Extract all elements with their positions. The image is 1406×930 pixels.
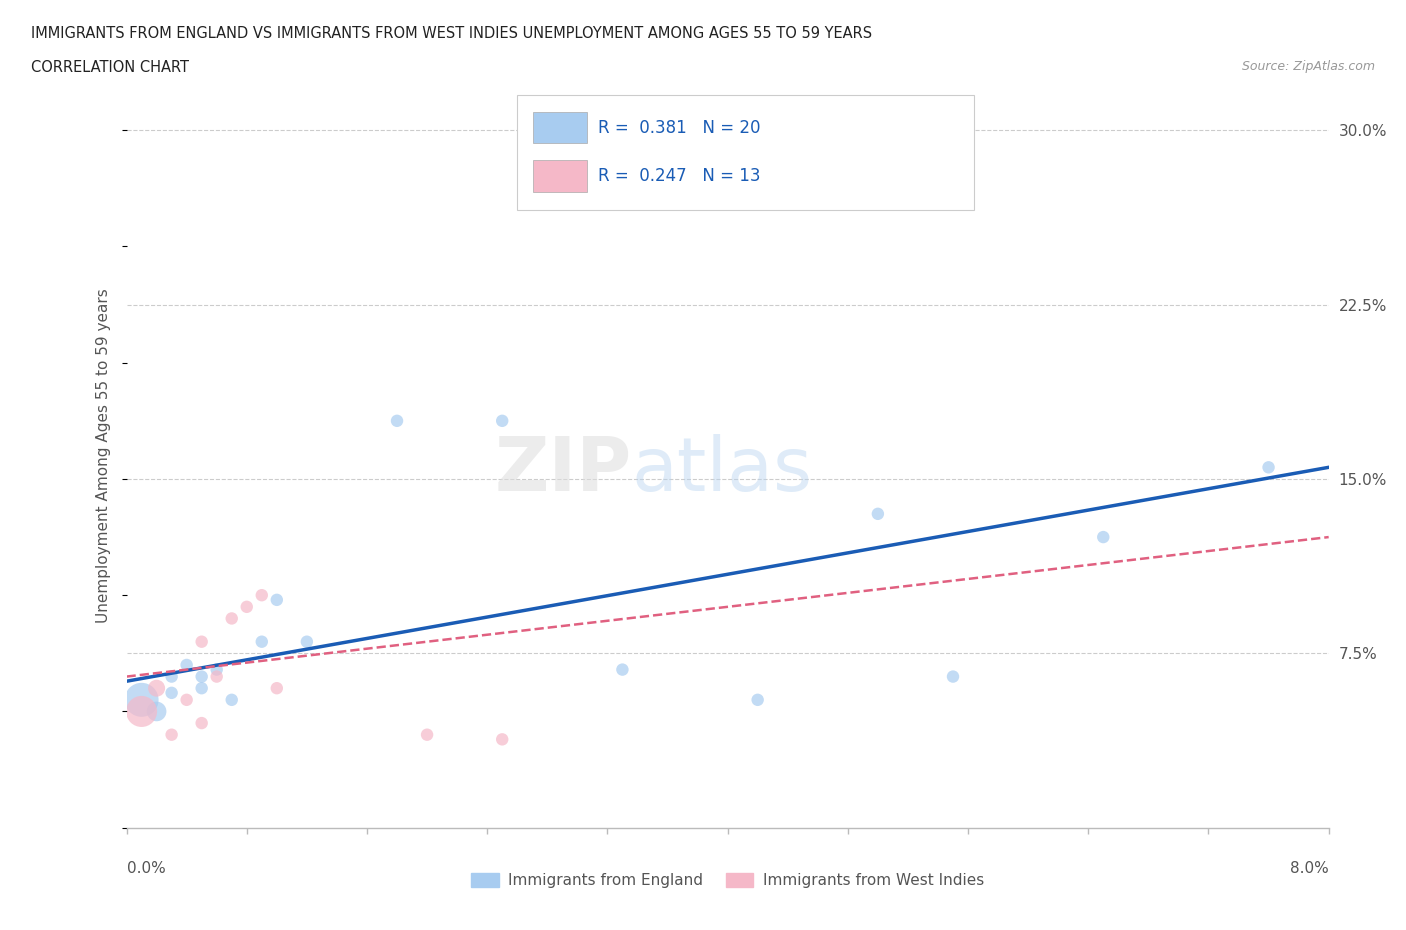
Text: R =  0.247   N = 13: R = 0.247 N = 13 <box>598 167 761 185</box>
Point <box>295 634 318 649</box>
Point <box>176 658 198 672</box>
FancyBboxPatch shape <box>517 95 974 210</box>
Point <box>866 506 889 521</box>
Point <box>190 681 212 696</box>
Point <box>416 727 439 742</box>
Y-axis label: Unemployment Among Ages 55 to 59 years: Unemployment Among Ages 55 to 59 years <box>96 288 111 623</box>
Text: atlas: atlas <box>631 434 813 507</box>
Point <box>1257 459 1279 474</box>
Point <box>221 692 243 707</box>
Text: 0.0%: 0.0% <box>127 861 166 876</box>
Point <box>160 685 183 700</box>
Point <box>205 670 228 684</box>
Point <box>145 681 167 696</box>
Point <box>190 670 212 684</box>
FancyBboxPatch shape <box>533 160 586 192</box>
Point <box>612 662 634 677</box>
Point <box>385 413 408 428</box>
Point <box>266 681 288 696</box>
FancyBboxPatch shape <box>533 112 586 143</box>
Point <box>491 413 513 428</box>
Point <box>131 692 153 707</box>
Point <box>491 732 513 747</box>
Point <box>250 634 273 649</box>
Point <box>1092 529 1115 544</box>
Point <box>205 662 228 677</box>
Text: Source: ZipAtlas.com: Source: ZipAtlas.com <box>1241 60 1375 73</box>
Point <box>190 634 212 649</box>
Point <box>176 692 198 707</box>
Text: CORRELATION CHART: CORRELATION CHART <box>31 60 188 75</box>
Point <box>131 704 153 719</box>
Point <box>942 670 965 684</box>
Text: R =  0.381   N = 20: R = 0.381 N = 20 <box>598 119 761 137</box>
Text: 8.0%: 8.0% <box>1289 861 1329 876</box>
Point <box>190 716 212 731</box>
Point <box>266 592 288 607</box>
Legend: Immigrants from England, Immigrants from West Indies: Immigrants from England, Immigrants from… <box>465 867 990 895</box>
Point <box>747 692 769 707</box>
Point <box>235 600 259 615</box>
Point <box>160 727 183 742</box>
Text: IMMIGRANTS FROM ENGLAND VS IMMIGRANTS FROM WEST INDIES UNEMPLOYMENT AMONG AGES 5: IMMIGRANTS FROM ENGLAND VS IMMIGRANTS FR… <box>31 26 872 41</box>
Point <box>160 670 183 684</box>
Point <box>250 588 273 603</box>
Point <box>145 704 167 719</box>
Text: ZIP: ZIP <box>494 434 631 507</box>
Point <box>221 611 243 626</box>
